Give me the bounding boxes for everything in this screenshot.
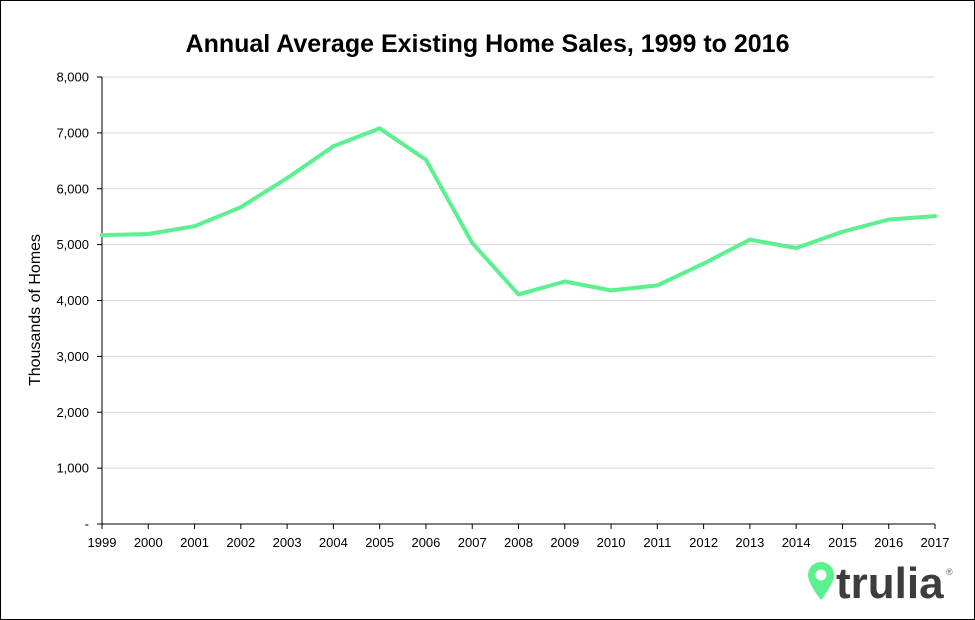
data-point	[609, 288, 614, 293]
y-axis-label: Thousands of Homes	[27, 234, 44, 386]
data-point	[192, 224, 197, 229]
data-point	[238, 205, 243, 210]
x-tick-label: 2007	[458, 535, 487, 550]
x-tick-label: 2011	[643, 535, 671, 550]
x-tick-label: 2010	[597, 535, 626, 550]
x-tick-label: 2001	[180, 535, 209, 550]
y-tick-label: 7,000	[56, 125, 89, 140]
data-point	[701, 261, 706, 266]
gridlines	[102, 76, 935, 469]
x-tick-label: 2005	[365, 535, 394, 550]
data-point	[331, 144, 336, 149]
x-tick-label: 2009	[550, 535, 579, 550]
x-tick-label: 2012	[689, 535, 718, 550]
x-tick-label: 2008	[504, 535, 533, 550]
data-point	[562, 279, 567, 284]
data-point	[794, 245, 799, 250]
series-group	[100, 126, 937, 297]
y-tick-label: 6,000	[56, 181, 89, 196]
y-tick-label: 2,000	[56, 405, 89, 420]
y-tick-label: 1,000	[56, 461, 89, 476]
data-point	[423, 157, 428, 162]
data-point	[747, 237, 752, 242]
y-tick-label: -	[85, 517, 89, 532]
x-tick-labels: 1999 2000 2001 2002 2003 2004 2005 2006 2007 2008…	[88, 535, 950, 550]
data-point	[840, 229, 845, 234]
x-tick-label: 2013	[735, 535, 764, 550]
y-tick-labels: - 1,000 2,000 3,000 4,000 5,000 6,000 7,000 8,00…	[56, 70, 89, 532]
data-point	[516, 292, 521, 297]
x-tick-label: 2017	[921, 535, 950, 550]
x-tick-label: 2000	[134, 535, 163, 550]
data-point	[146, 232, 151, 237]
x-tick-label: 2002	[226, 535, 255, 550]
trulia-logo: trulia ®	[808, 559, 953, 608]
y-tick-label: 3,000	[56, 349, 89, 364]
x-tick-label: 2014	[782, 535, 811, 550]
y-tick-label: 8,000	[56, 70, 89, 85]
data-point	[100, 233, 104, 238]
data-point	[933, 214, 937, 219]
chart-title: Annual Average Existing Home Sales, 1999…	[185, 30, 790, 58]
data-point	[470, 240, 475, 245]
series-line	[100, 126, 937, 297]
registered-mark: ®	[946, 567, 953, 577]
x-tick-label: 2003	[273, 535, 302, 550]
y-tick-label: 4,000	[56, 293, 89, 308]
x-tick-label: 2016	[874, 535, 903, 550]
y-tick-label: 5,000	[56, 237, 89, 252]
brand-name: trulia	[836, 559, 944, 608]
x-tick-label: 2015	[828, 535, 857, 550]
data-point	[886, 217, 891, 222]
x-tick-label: 2006	[411, 535, 440, 550]
location-pin-icon	[808, 562, 834, 600]
data-point	[377, 126, 382, 131]
data-point	[655, 283, 660, 288]
x-tick-label: 1999	[88, 535, 117, 550]
data-point	[285, 176, 290, 181]
x-tick-label: 2004	[319, 535, 348, 550]
axes	[97, 76, 936, 529]
